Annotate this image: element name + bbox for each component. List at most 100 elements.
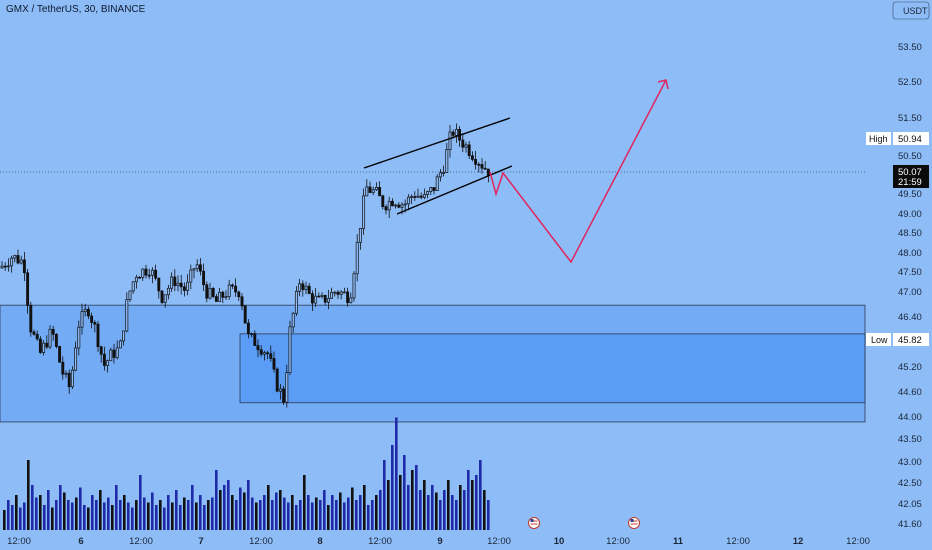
- candle: [413, 191, 417, 201]
- volume-bar: [147, 502, 150, 530]
- volume-bar: [411, 470, 414, 530]
- candle: [410, 194, 414, 204]
- candle: [416, 188, 420, 199]
- volume-bar: [171, 502, 174, 530]
- candle: [218, 287, 222, 302]
- candle: [90, 312, 94, 329]
- y-tick-label: 42.50: [898, 478, 922, 489]
- x-tick-label: 6: [78, 536, 83, 547]
- volume-bar: [243, 492, 246, 530]
- candle: [323, 294, 327, 306]
- candle: [170, 272, 174, 292]
- us-flag-icon[interactable]: [528, 517, 540, 529]
- candle: [176, 275, 180, 292]
- x-tick-label: 12: [793, 536, 804, 547]
- candle: [70, 366, 74, 390]
- last-price-value: 50.07: [898, 167, 922, 178]
- candle: [26, 268, 30, 314]
- volume-bar: [23, 502, 26, 530]
- zone-inner: [239, 333, 866, 404]
- volume-bar: [247, 480, 250, 530]
- last-price-tag: [893, 165, 929, 188]
- volume-bar: [287, 502, 290, 530]
- candle: [106, 359, 110, 373]
- candle: [429, 186, 433, 195]
- candle: [195, 259, 199, 273]
- candle: [122, 330, 126, 346]
- volume-bar: [343, 502, 346, 530]
- candle: [259, 345, 263, 357]
- volume-bar: [355, 500, 358, 530]
- volume-bar: [207, 500, 210, 530]
- volume-bar: [479, 460, 482, 530]
- volume-bar: [451, 495, 454, 530]
- volume-bar: [471, 480, 474, 530]
- high-label: High: [869, 134, 888, 144]
- candle: [214, 293, 218, 302]
- volume-bar: [423, 480, 426, 530]
- volume-bar: [463, 490, 466, 530]
- candle: [6, 258, 10, 272]
- candle: [390, 198, 394, 207]
- candle: [246, 319, 250, 339]
- candle: [16, 249, 20, 265]
- volume-bar: [295, 505, 298, 530]
- candle: [381, 194, 385, 210]
- candle: [474, 150, 478, 170]
- volume-bar: [399, 475, 402, 530]
- candle: [282, 385, 286, 405]
- candle: [285, 364, 289, 408]
- volume-bar: [351, 487, 354, 530]
- volume-bar: [271, 500, 274, 530]
- volume-bar: [475, 475, 478, 530]
- candle: [250, 332, 254, 338]
- y-tick-label: 51.50: [898, 113, 922, 124]
- candle: [77, 320, 81, 356]
- us-flag-icon[interactable]: [628, 517, 640, 529]
- chart-title: GMX / TetherUS, 30, BINANCE: [6, 4, 146, 15]
- volume-bar: [319, 500, 322, 530]
- candle: [442, 165, 446, 177]
- volume-bar: [459, 485, 462, 530]
- volume-bar: [259, 500, 262, 530]
- volume-bar: [139, 475, 142, 530]
- candle: [326, 290, 330, 310]
- volume-bar: [255, 502, 258, 530]
- volume-bar: [39, 495, 42, 530]
- volume-bar: [135, 500, 138, 530]
- candle: [253, 330, 257, 346]
- candle: [211, 286, 215, 299]
- y-tick-label: 44.00: [898, 412, 922, 423]
- candle: [461, 133, 465, 153]
- candle: [346, 287, 350, 307]
- price-axis[interactable]: 53.50 52.50 51.50 50.50 49.50 49.00 48.50 48.00…: [866, 0, 932, 550]
- volume-bar: [199, 495, 202, 530]
- y-tick-label: 46.40: [898, 312, 922, 323]
- candle: [0, 261, 4, 269]
- time-axis[interactable]: 12:00 6 12:00 7 12:00 8 12:00 9 12:00 10 12:00 11 12…: [7, 517, 870, 548]
- support-zones: [0, 171, 866, 423]
- x-tick-label: 8: [317, 536, 322, 547]
- x-tick-label: 12:00: [368, 536, 392, 547]
- candle: [202, 263, 206, 291]
- currency-button[interactable]: [892, 1, 930, 20]
- candle: [118, 339, 122, 349]
- candle: [182, 282, 186, 297]
- candle: [230, 283, 234, 290]
- volume-bar: [35, 497, 38, 530]
- volume-bar: [127, 502, 130, 530]
- high-value-tag: [893, 132, 929, 145]
- candle: [150, 267, 154, 284]
- volume-bar: [19, 507, 22, 530]
- candle: [448, 125, 452, 158]
- volume-bar: [347, 497, 350, 530]
- volume-bar: [443, 490, 446, 530]
- volume-bar: [395, 417, 398, 530]
- candle: [483, 161, 487, 170]
- volume-bar: [375, 495, 378, 530]
- candle: [154, 264, 158, 281]
- volume-bar: [419, 490, 422, 530]
- candle: [333, 290, 337, 297]
- currency-button-label[interactable]: USDT: [903, 6, 928, 16]
